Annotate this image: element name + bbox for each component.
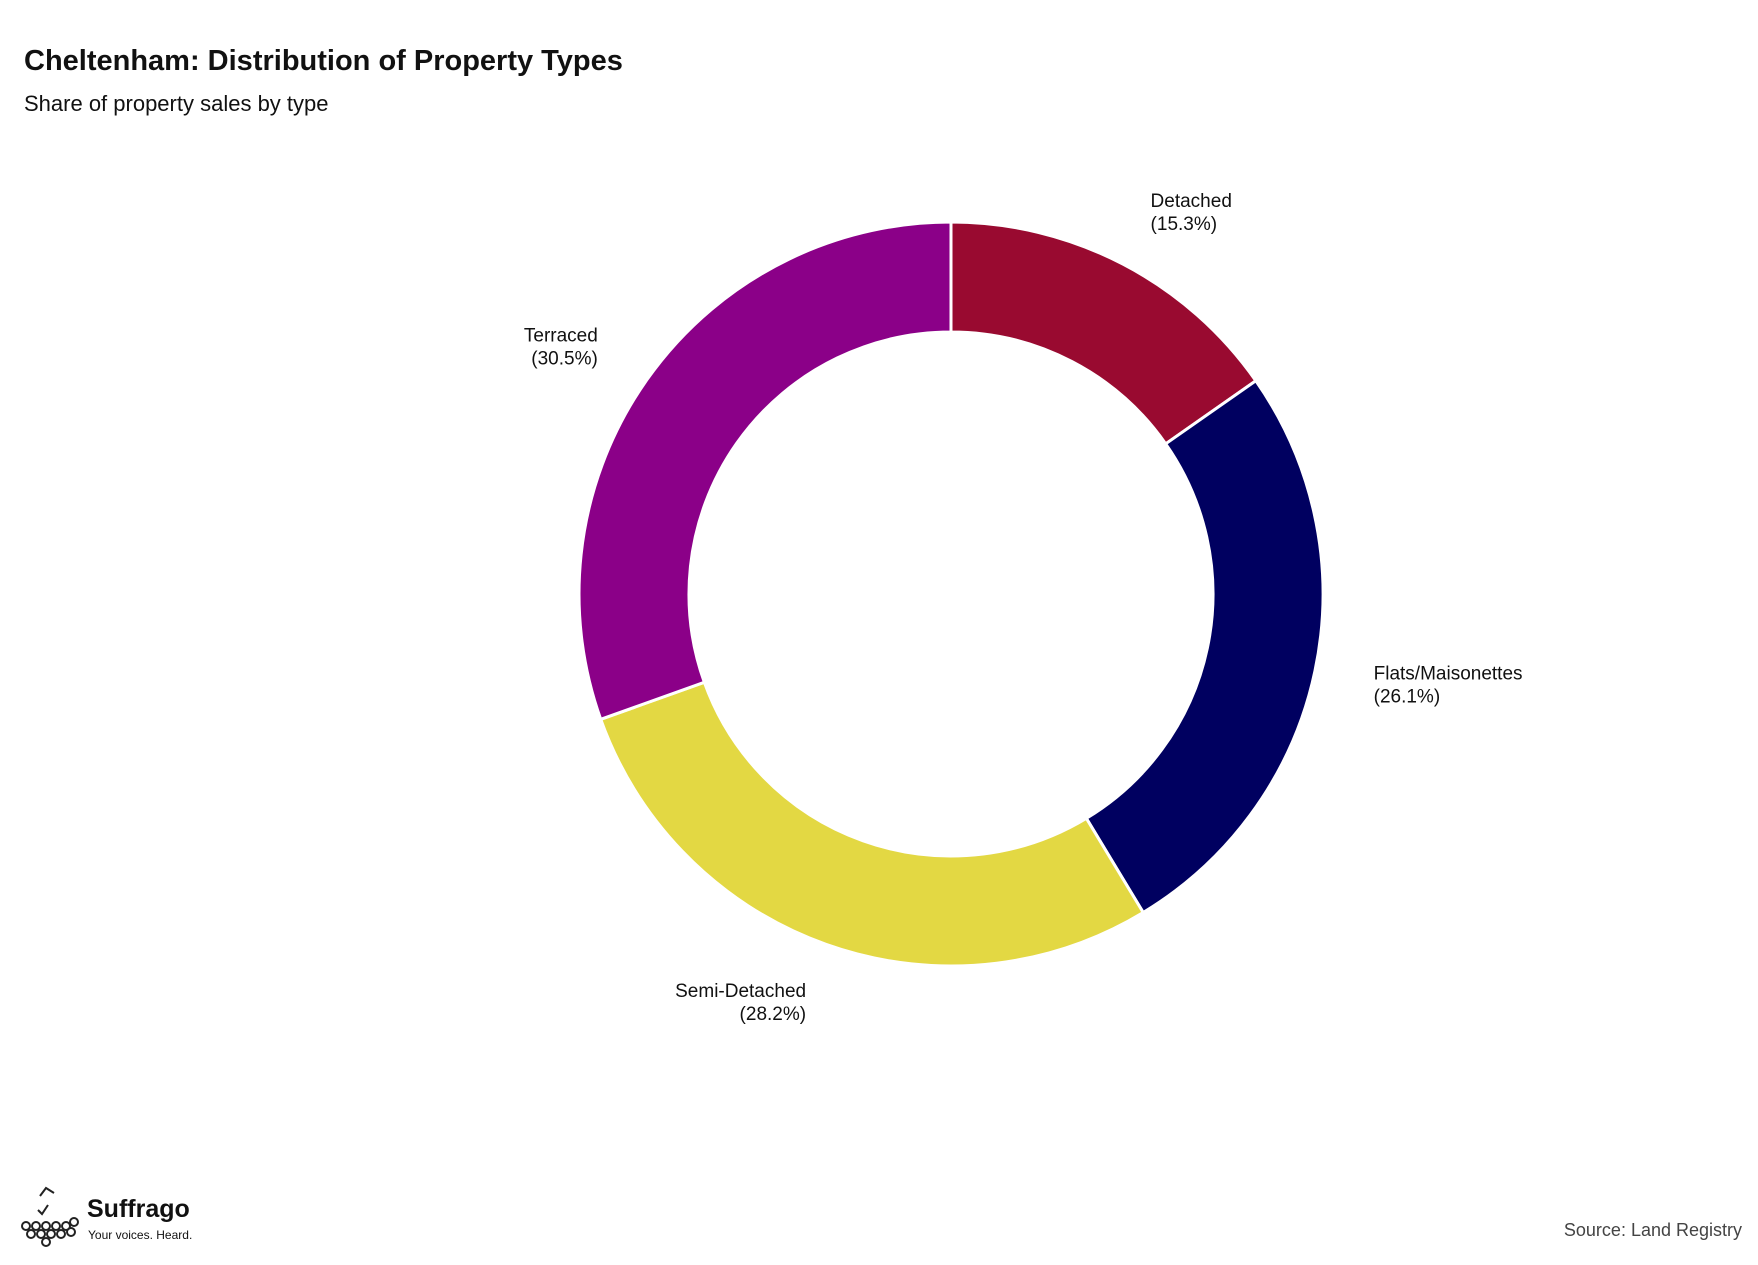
source-note: Source: Land Registry bbox=[1564, 1220, 1742, 1240]
donut-slice bbox=[577, 220, 953, 722]
logo-tagline: Your voices. Heard. bbox=[88, 1228, 192, 1242]
logo-icon bbox=[21, 1186, 79, 1247]
slice-value-label: (26.1%) bbox=[1374, 687, 1441, 708]
chart-title: Cheltenham: Distribution of Property Typ… bbox=[24, 45, 623, 77]
donut-slice bbox=[949, 220, 1258, 446]
slice-value-label: (30.5%) bbox=[531, 348, 598, 369]
slice-label: Detached bbox=[1151, 191, 1232, 212]
slice-value-label: (28.2%) bbox=[740, 1004, 807, 1025]
slice-value-label: (15.3%) bbox=[1151, 214, 1218, 235]
donut-slice bbox=[1084, 378, 1325, 915]
slice-label: Flats/Maisonettes bbox=[1374, 664, 1523, 685]
logo-name: Suffrago bbox=[87, 1195, 190, 1223]
slice-label: Terraced bbox=[524, 325, 598, 346]
slice-label: Semi-Detached bbox=[675, 981, 806, 1002]
chart-subtitle: Share of property sales by type bbox=[24, 91, 329, 116]
donut-slice bbox=[598, 680, 1146, 968]
